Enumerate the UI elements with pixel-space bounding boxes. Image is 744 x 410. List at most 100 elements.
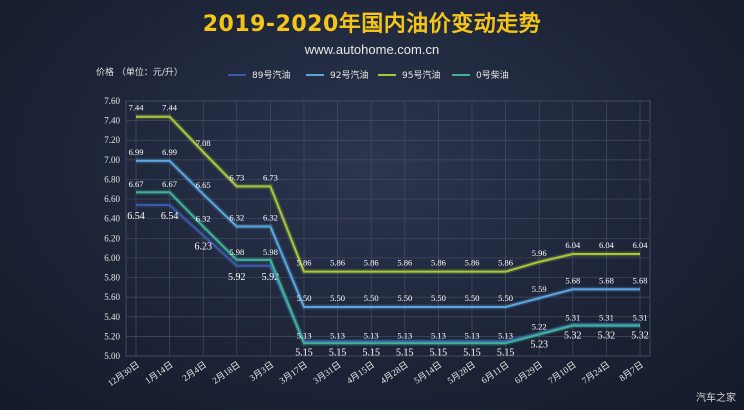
y-tick-label: 5.00 bbox=[104, 351, 120, 361]
data-label: 6.54 bbox=[161, 211, 179, 222]
data-label: 6.04 bbox=[633, 240, 649, 250]
data-label: 5.50 bbox=[364, 293, 379, 303]
data-label: 5.86 bbox=[397, 258, 412, 268]
y-tick-label: 5.20 bbox=[104, 331, 120, 341]
legend-label: 0号柴油 bbox=[476, 71, 509, 81]
data-label: 6.32 bbox=[263, 213, 278, 223]
data-label: 5.92 bbox=[228, 272, 246, 283]
data-label: 5.98 bbox=[263, 247, 278, 257]
legend-swatch bbox=[378, 73, 396, 76]
y-tick-label: 6.00 bbox=[104, 253, 120, 263]
data-label: 5.50 bbox=[465, 293, 480, 303]
data-label: 5.23 bbox=[530, 339, 548, 350]
data-label: 6.32 bbox=[229, 213, 244, 223]
data-label: 6.54 bbox=[127, 211, 145, 222]
chart-title: 2019-2020年国内油价变动走势 bbox=[202, 12, 542, 37]
data-label: 5.22 bbox=[532, 321, 547, 331]
x-tick-label: 6月29日 bbox=[513, 359, 545, 385]
data-label: 5.15 bbox=[497, 347, 515, 358]
y-tick-label: 7.60 bbox=[104, 96, 120, 106]
y-axis-label: 价格 （单位：元/升） bbox=[96, 68, 183, 78]
data-label: 6.67 bbox=[129, 179, 144, 189]
x-tick-label: 6月11日 bbox=[479, 359, 510, 385]
legend-label: 95号汽油 bbox=[402, 71, 441, 81]
x-tick-label: 5月14日 bbox=[412, 359, 444, 385]
data-label: 6.99 bbox=[129, 147, 144, 157]
data-label: 6.67 bbox=[162, 179, 177, 189]
data-label: 5.68 bbox=[633, 275, 648, 285]
data-label: 5.32 bbox=[564, 331, 582, 342]
data-label: 5.13 bbox=[397, 330, 412, 340]
data-label: 7.44 bbox=[129, 103, 145, 113]
data-label: 5.68 bbox=[599, 275, 614, 285]
data-label: 5.15 bbox=[329, 347, 347, 358]
data-label: 5.50 bbox=[297, 293, 312, 303]
data-label: 5.86 bbox=[465, 258, 480, 268]
y-tick-label: 5.40 bbox=[104, 312, 120, 322]
y-tick-label: 7.40 bbox=[104, 116, 120, 126]
y-tick-label: 7.00 bbox=[104, 155, 120, 165]
data-label: 6.04 bbox=[599, 240, 615, 250]
data-label: 7.08 bbox=[196, 138, 211, 148]
data-label: 5.50 bbox=[498, 293, 513, 303]
series-line-3 bbox=[136, 191, 640, 345]
x-tick-label: 7月24日 bbox=[580, 359, 612, 385]
data-label: 5.50 bbox=[397, 293, 412, 303]
x-tick-label: 1月14日 bbox=[143, 359, 175, 385]
legend-item: 0号柴油 bbox=[452, 68, 509, 81]
data-label: 6.04 bbox=[565, 240, 581, 250]
x-tick-label: 3月17日 bbox=[278, 359, 310, 385]
data-label: 5.59 bbox=[532, 284, 547, 294]
legend-swatch bbox=[306, 73, 324, 76]
data-label: 6.73 bbox=[263, 172, 278, 182]
data-label: 6.23 bbox=[194, 241, 212, 252]
data-label: 5.15 bbox=[396, 347, 414, 358]
data-label: 5.86 bbox=[431, 258, 446, 268]
x-tick-label: 4月28日 bbox=[378, 359, 410, 385]
data-label: 6.32 bbox=[196, 214, 211, 224]
data-label: 5.13 bbox=[364, 330, 379, 340]
x-tick-label: 2月18日 bbox=[210, 359, 242, 385]
x-tick-label: 3月3日 bbox=[248, 359, 276, 383]
series-line-1 bbox=[136, 159, 640, 308]
y-tick-label: 6.60 bbox=[104, 194, 120, 204]
data-label: 5.50 bbox=[330, 293, 345, 303]
chart-legend: 89号汽油 92号汽油 95号汽油 0号柴油 bbox=[0, 68, 744, 82]
data-label: 5.96 bbox=[532, 248, 547, 258]
legend-item: 92号汽油 bbox=[306, 68, 368, 81]
data-label: 5.15 bbox=[362, 347, 380, 358]
data-label: 5.31 bbox=[633, 313, 648, 323]
x-tick-label: 12月30日 bbox=[106, 359, 141, 388]
data-label: 5.15 bbox=[295, 347, 313, 358]
legend-swatch bbox=[452, 73, 470, 76]
data-label: 5.32 bbox=[598, 331, 616, 342]
data-label: 5.86 bbox=[364, 258, 379, 268]
data-label: 5.13 bbox=[297, 330, 312, 340]
x-tick-label: 2月4日 bbox=[180, 359, 208, 383]
legend-item: 95号汽油 bbox=[378, 68, 440, 81]
y-tick-label: 6.20 bbox=[104, 233, 120, 243]
data-label: 5.98 bbox=[229, 247, 244, 257]
data-label: 5.68 bbox=[565, 275, 580, 285]
data-label: 5.13 bbox=[330, 330, 345, 340]
data-label: 5.92 bbox=[262, 272, 280, 283]
data-label: 6.65 bbox=[196, 180, 211, 190]
x-tick-label: 4月15日 bbox=[345, 359, 377, 385]
data-label: 5.31 bbox=[565, 313, 580, 323]
x-tick-label: 5月28日 bbox=[446, 359, 478, 385]
legend-swatch bbox=[228, 73, 246, 76]
data-label: 5.86 bbox=[297, 258, 312, 268]
data-label: 5.86 bbox=[330, 258, 345, 268]
legend-label: 89号汽油 bbox=[252, 71, 291, 81]
data-label: 5.13 bbox=[431, 330, 446, 340]
data-label: 5.31 bbox=[599, 313, 614, 323]
chart-subtitle: www.autohome.com.cn bbox=[304, 42, 440, 57]
data-label: 5.15 bbox=[463, 347, 481, 358]
data-label: 6.99 bbox=[162, 147, 177, 157]
x-tick-label: 7月10日 bbox=[546, 359, 578, 385]
y-tick-label: 7.20 bbox=[104, 135, 120, 145]
data-label: 5.32 bbox=[631, 331, 649, 342]
x-tick-label: 8月7日 bbox=[617, 359, 645, 383]
data-label: 5.15 bbox=[430, 347, 448, 358]
